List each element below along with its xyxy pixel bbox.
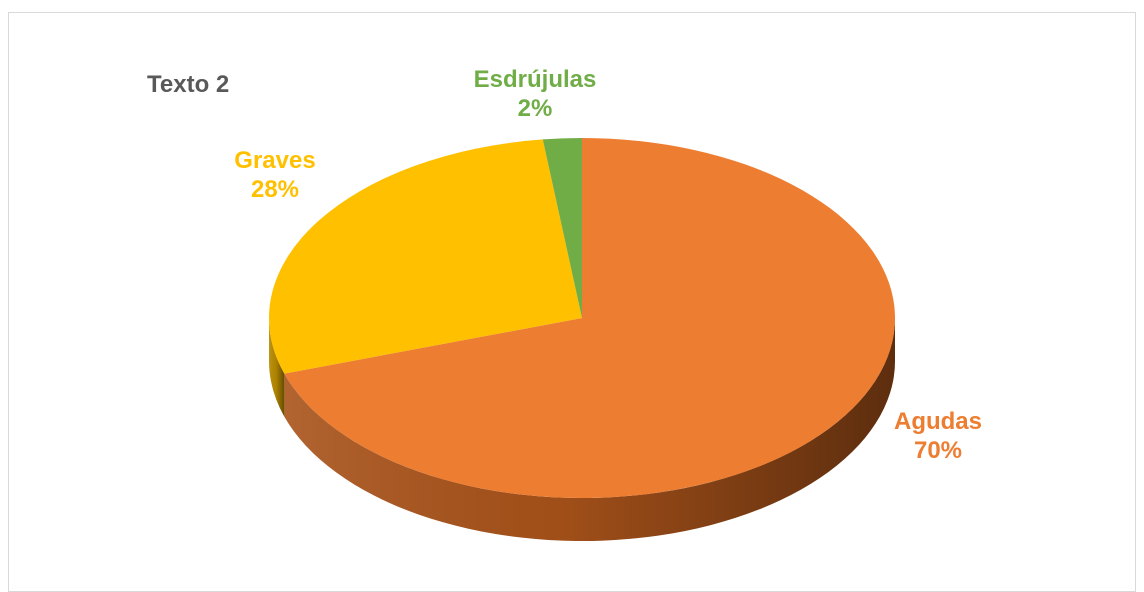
pie-side-shade [269, 318, 285, 417]
data-label-graves: Graves 28% [234, 147, 315, 203]
data-label-percent: 2% [518, 95, 553, 122]
data-label-category: Esdrújulas [474, 66, 597, 93]
data-label-category: Agudas [894, 408, 982, 435]
pie-slice-esdrújulas[interactable] [542, 138, 582, 318]
pie-side-shade [284, 318, 895, 541]
data-label-agudas: Agudas 70% [894, 408, 982, 464]
pie-slice-agudas[interactable] [284, 138, 895, 499]
pie-chart: Agudas 70% Graves 28% Esdrújulas 2% [234, 66, 982, 541]
data-label-esdrújulas: Esdrújulas 2% [474, 66, 597, 122]
pie-slice-graves[interactable] [268, 139, 582, 374]
data-label-percent: 70% [914, 437, 962, 464]
chart-title: Texto 2 [147, 71, 230, 98]
data-label-percent: 28% [251, 176, 299, 203]
data-label-category: Graves [234, 147, 315, 174]
